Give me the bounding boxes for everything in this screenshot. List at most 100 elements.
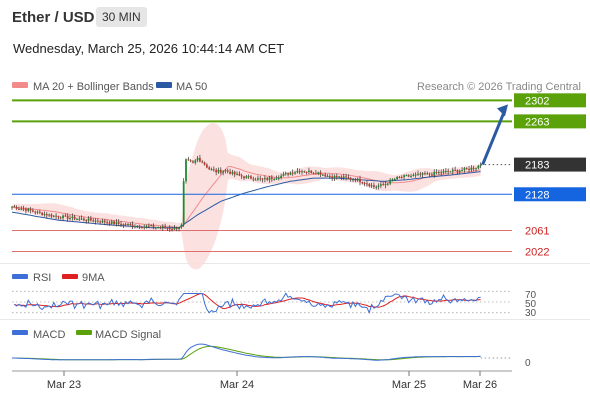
candle-body [342,176,345,179]
candle-body [43,214,46,216]
level-tag-2128 [514,187,586,202]
candle-body [352,179,354,181]
candle-body [386,183,389,185]
ma20-line [11,165,481,228]
current-price-label: 2183 [525,160,549,172]
ma20-legend-swatch [12,82,28,88]
candle-body [384,184,387,186]
candle-body [92,220,95,222]
candle-body [349,177,352,180]
candle-body [117,222,120,224]
chart-datetime: Wednesday, March 25, 2026 10:44:14 AM CE… [13,41,285,56]
candle-body [396,177,399,180]
candle-body [437,172,440,174]
candle-body [11,206,13,208]
rsi-ma-legend-swatch [62,274,78,279]
candle-body [366,183,368,185]
time-tick-label: Mar 25 [392,379,426,391]
candle-body [301,171,303,173]
candle-body [324,174,327,177]
candle-body [173,228,176,230]
candle-body [282,174,285,176]
candle-body [115,222,118,224]
candle-body [73,216,76,220]
source-credit: Research © 2026 Trading Central [417,81,581,93]
candle-body [222,171,225,173]
time-tick-label: Mar 26 [463,379,497,391]
candle-body [393,179,396,181]
candle-body [354,179,357,181]
candle-body [263,178,266,180]
candle-body [417,173,419,175]
candle-body [233,171,236,175]
candle-body [347,177,350,179]
candle-body [319,172,322,175]
candle-body [361,182,364,184]
candle-body [175,228,178,230]
candle-body [45,214,48,216]
macd-tick-0: 0 [525,358,531,369]
candle-body [131,224,134,227]
candle-body [38,211,41,213]
candle-body [461,170,463,172]
candle-body [89,218,92,221]
rsi-legend-label: RSI [33,272,51,284]
candle-body [449,171,452,173]
candle-body [252,178,255,180]
candle-body [340,176,343,179]
interval-button[interactable]: 30 MIN [96,7,147,27]
candle-body [64,215,67,217]
macd-legend-label: MACD [33,329,65,341]
candle-body [379,184,382,186]
candle-body [15,206,18,209]
rsi-tick-50: 50 [525,299,537,310]
time-tick-label: Mar 23 [47,379,81,391]
candle-body [270,177,273,180]
candle-body [382,184,385,186]
candle-body [141,227,143,229]
candle-body [57,216,60,218]
candle-body [78,218,81,220]
candle-body [138,225,141,228]
candle-body [296,171,299,173]
candle-body [368,184,371,187]
candle-body [20,208,23,210]
candle-body [451,169,454,172]
candle-body [472,167,475,169]
candle-body [275,178,278,180]
ma50-legend-label: MA 50 [176,81,207,93]
candle-body [76,218,78,220]
candle-body [215,169,218,173]
candle-body [458,170,461,172]
candle-body [433,171,436,176]
candle-body [310,170,313,174]
level-label-2128: 2128 [525,189,549,201]
candle-body [268,177,271,180]
candle-body [194,160,197,163]
candle-body [199,157,201,162]
chart-header: Ether / USD 30 MIN [0,0,590,36]
candle-body [62,215,64,219]
candle-body [94,220,97,222]
candle-body [440,172,443,174]
candle-body [226,170,229,172]
candle-body [435,171,438,173]
candle-body [29,208,32,211]
candle-body [236,173,238,175]
candle-body [122,224,125,226]
candle-body [136,225,139,227]
candle-body [224,170,227,172]
candle-body [338,176,341,178]
forecast-arrow-head [497,104,508,117]
macd-signal-line [12,345,481,361]
candle-body [403,175,405,178]
candle-body [129,224,132,226]
candle-body [159,227,162,229]
candle-body [375,186,378,188]
candle-body [187,159,190,161]
candle-body [266,178,269,180]
candle-body [465,168,468,170]
candle-body [87,218,90,221]
candle-body [50,214,53,217]
